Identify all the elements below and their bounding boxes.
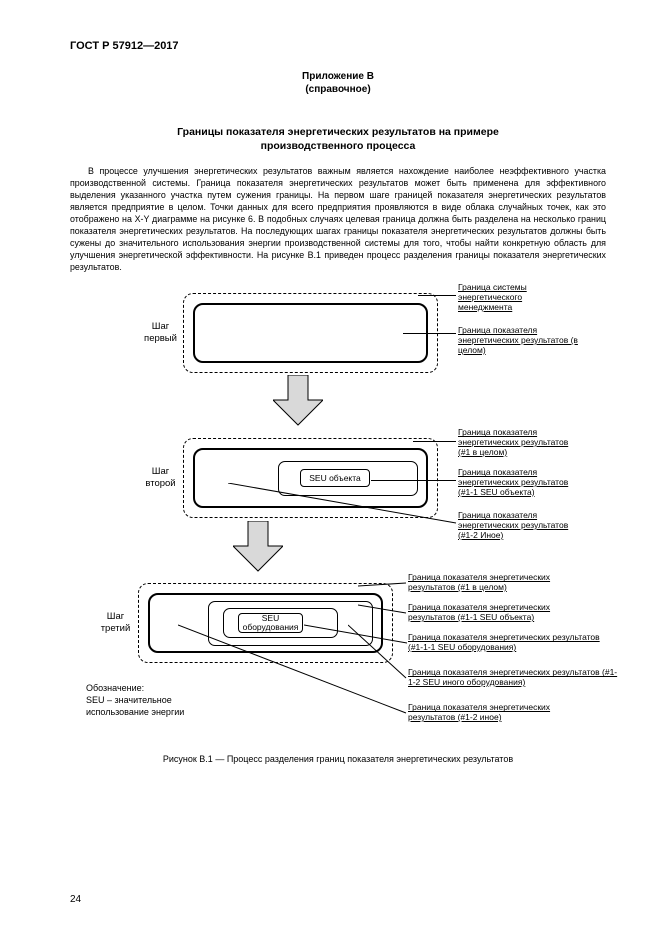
page: ГОСТ Р 57912—2017 Приложение В (справочн… xyxy=(0,0,661,935)
document-id: ГОСТ Р 57912—2017 xyxy=(70,40,606,52)
step3-label: Шаг третий xyxy=(93,611,138,634)
notation-head: Обозначение: xyxy=(86,683,236,695)
leader-l6 xyxy=(358,581,408,591)
section-title: Границы показателя энергетических резуль… xyxy=(138,126,538,153)
page-number: 24 xyxy=(70,894,81,905)
paragraph-text: В процессе улучшения энергетических резу… xyxy=(70,166,606,272)
flow-diagram: Шаг первый Граница системы энергетическо… xyxy=(78,283,598,808)
notation-block: Обозначение: SEU – значительное использо… xyxy=(86,683,236,718)
label-l5: Граница показателя энергетических резуль… xyxy=(458,511,578,540)
leader-l2 xyxy=(403,333,456,334)
leader-l7 xyxy=(358,603,408,618)
label-indicator-boundary-total: Граница показателя энергетических резуль… xyxy=(458,326,578,355)
label-l3: Граница показателя энергетических резуль… xyxy=(458,428,578,457)
label-l10: Граница показателя энергетических резуль… xyxy=(408,703,598,723)
leader-l4 xyxy=(371,480,456,481)
step2-label: Шаг второй xyxy=(138,466,183,489)
step1-solid-box xyxy=(193,303,428,363)
label-l7: Граница показателя энергетических резуль… xyxy=(408,603,598,623)
label-l4: Граница показателя энергетических резуль… xyxy=(458,468,578,497)
label-l8: Граница показателя энергетических резуль… xyxy=(408,633,608,653)
label-l6: Граница показателя энергетических резуль… xyxy=(408,573,588,593)
leader-l1 xyxy=(418,295,456,296)
notation-body: SEU – значительное использование энергии xyxy=(86,695,236,718)
body-paragraph: В процессе улучшения энергетических резу… xyxy=(70,165,606,273)
appendix-heading: Приложение В (справочное) xyxy=(70,70,606,96)
label-l9: Граница показателя энергетических резуль… xyxy=(408,668,618,688)
arrow-2 xyxy=(233,521,283,576)
appendix-line1: Приложение В xyxy=(70,70,606,83)
figure-caption: Рисунок В.1 — Процесс разделения границ … xyxy=(78,754,598,764)
arrow-1 xyxy=(273,375,323,430)
step1-label: Шаг первый xyxy=(138,321,183,344)
appendix-line2: (справочное) xyxy=(70,83,606,96)
label-system-boundary: Граница системы энергетического менеджме… xyxy=(458,283,568,312)
leader-l3 xyxy=(413,441,456,442)
